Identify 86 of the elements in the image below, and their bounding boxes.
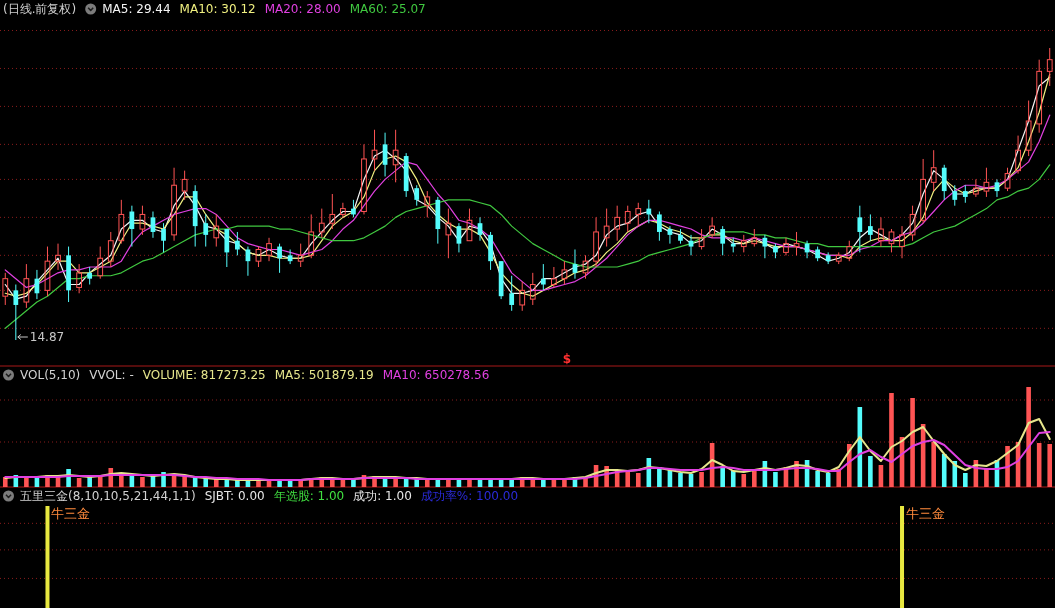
- candlestick: [161, 222, 166, 253]
- bar: [889, 393, 894, 487]
- candlestick: [509, 275, 515, 312]
- annotation: 牛三金: [51, 506, 91, 521]
- text: MA20: 28.00: [264, 2, 341, 16]
- candlestick: [868, 213, 873, 242]
- text: MA5: 29.44: [102, 2, 171, 16]
- bar: [24, 477, 29, 487]
- chart-title: (日线.前复权): [3, 2, 77, 16]
- bar: [657, 467, 662, 487]
- bar: [941, 454, 947, 487]
- candlestick: [720, 225, 726, 256]
- bar: [87, 477, 92, 487]
- candlestick: [97, 246, 104, 280]
- candlestick: [582, 254, 589, 280]
- candlestick: [392, 129, 399, 183]
- candlestick: [1015, 135, 1021, 175]
- bar: [815, 471, 820, 487]
- candlestick: [266, 237, 272, 262]
- candlestick: [235, 231, 240, 256]
- bar: [963, 473, 968, 487]
- candlestick: [13, 284, 19, 341]
- text: VOLUME: 817273.25: [142, 368, 266, 382]
- candlestick: [857, 205, 863, 253]
- text: MA10: 650278.56: [382, 368, 490, 382]
- candlestick: [783, 237, 789, 256]
- candlestick: [466, 208, 473, 242]
- candlestick: [55, 243, 61, 271]
- text: 年选股: 1.00: [273, 489, 345, 503]
- text: 成功: 1.00: [353, 489, 412, 503]
- text: VVOL: -: [89, 368, 134, 382]
- candlestick: [361, 143, 367, 215]
- candlestick: [540, 263, 546, 291]
- candlestick: [1046, 47, 1053, 87]
- text: MA60: 25.07: [349, 2, 426, 16]
- bar: [984, 469, 989, 487]
- chart-title: VOL(5,10): [20, 368, 81, 382]
- bar: [140, 477, 145, 487]
- bar: [97, 476, 103, 487]
- bar: [182, 476, 187, 487]
- candlestick: [371, 129, 378, 172]
- bar: [720, 466, 725, 487]
- bar: [1047, 444, 1053, 487]
- annotation: 牛三金: [906, 506, 946, 521]
- bar: [952, 461, 958, 487]
- candlestick: [203, 213, 209, 248]
- bar: [773, 472, 778, 487]
- candlestick: [973, 178, 979, 198]
- candlestick: [277, 243, 282, 274]
- bar: [635, 473, 641, 487]
- bar: [910, 398, 915, 487]
- candlestick: [340, 202, 346, 218]
- bar: [741, 474, 747, 487]
- candlestick: [414, 184, 420, 207]
- candlestick: [920, 158, 926, 224]
- candlestick: [445, 208, 452, 259]
- candlestick: [171, 167, 177, 242]
- text: SJBT: 0.00: [204, 489, 265, 503]
- candlestick: [657, 211, 662, 242]
- bar: [730, 471, 736, 487]
- text: 成功率%: 100.00: [420, 489, 519, 503]
- text: MA10: 30.12: [179, 2, 256, 16]
- chart-title: 五里三金(8,10,10,5,21,44,1,1): [20, 489, 196, 503]
- candlestick: [709, 216, 715, 239]
- candlestick: [593, 216, 599, 268]
- candlestick: [614, 205, 621, 242]
- candlestick: [941, 164, 947, 201]
- candlestick: [899, 225, 905, 259]
- text: MA5: 501879.19: [274, 368, 374, 382]
- candlestick: [213, 213, 220, 248]
- bar: [699, 472, 704, 487]
- bar: [1026, 387, 1031, 487]
- bar: [868, 456, 873, 487]
- annotation: 14.87: [29, 330, 65, 344]
- candlestick: [551, 266, 557, 288]
- text: $: [562, 352, 572, 366]
- candlestick: [224, 228, 230, 268]
- candlestick: [878, 216, 884, 248]
- bar: [678, 473, 683, 487]
- bar: [1005, 446, 1010, 487]
- candlestick: [952, 184, 958, 207]
- candlestick: [76, 263, 82, 294]
- bar: [931, 442, 936, 487]
- bar: [625, 472, 631, 487]
- bar: [424, 480, 430, 487]
- candlestick: [118, 199, 125, 245]
